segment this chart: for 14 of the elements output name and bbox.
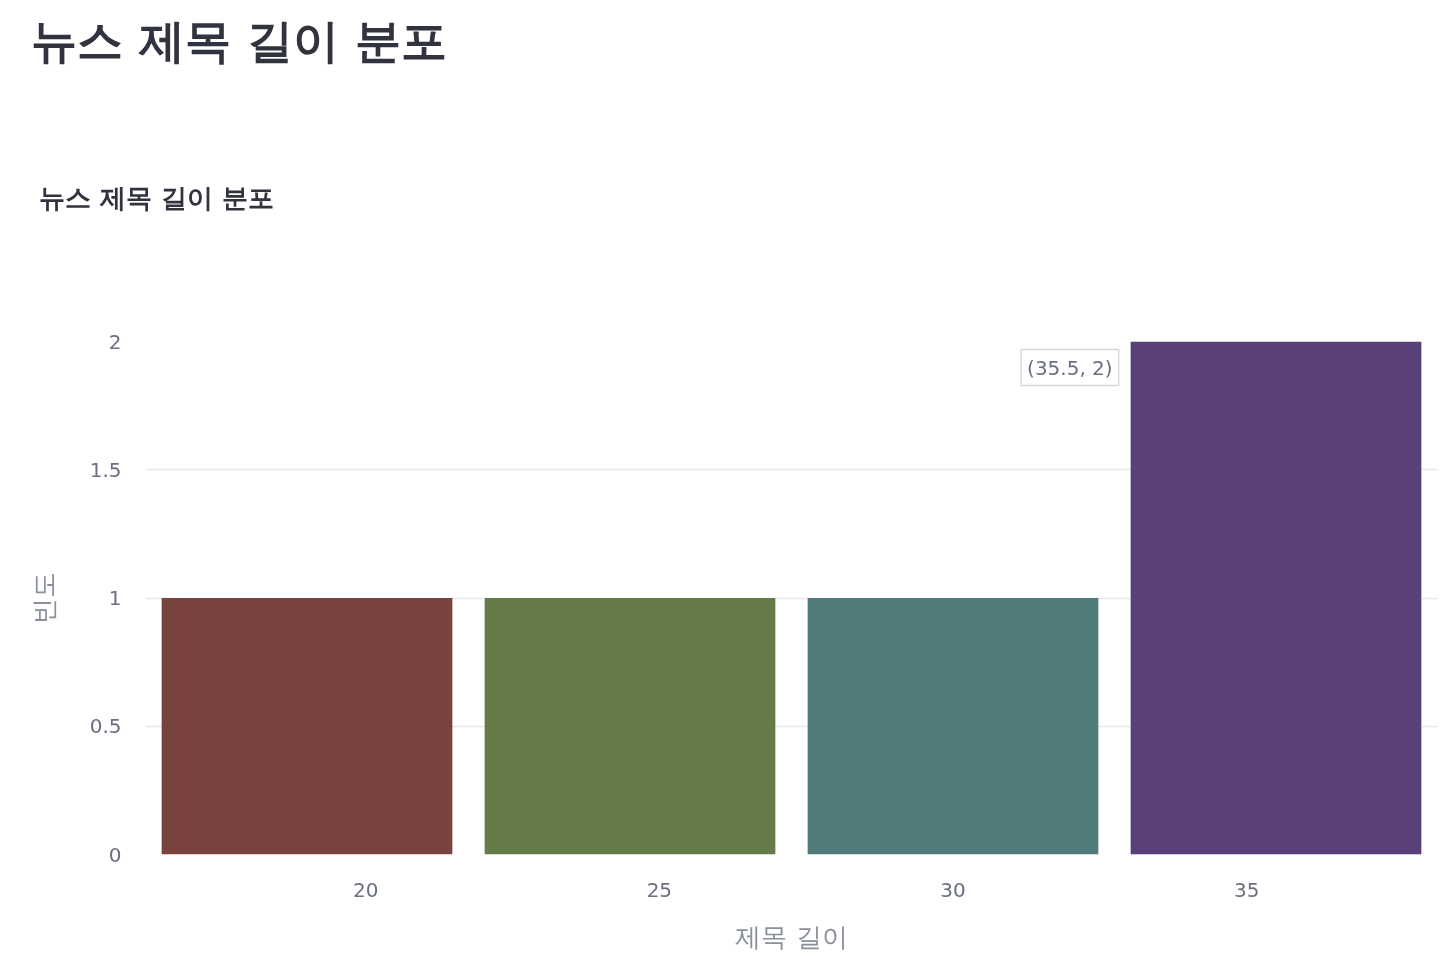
y-axis-title: 빈도: [28, 572, 59, 624]
annotation: (35.5, 2): [1027, 355, 1113, 380]
y-tick-label: 1: [108, 586, 122, 610]
y-tick-label: 1.5: [89, 457, 122, 482]
x-tick-label: 35: [1233, 877, 1260, 902]
y-tick-label: 0: [108, 842, 122, 867]
y-tick-label: 2: [108, 329, 122, 354]
x-axis-title: 제목 길이: [735, 921, 848, 952]
x-tick-label: 25: [646, 877, 673, 902]
x-tick-label: 20: [353, 877, 379, 902]
x-tick-label: 30: [940, 877, 966, 902]
chart-subtitle: 뉴스 제목 길이 분포: [38, 183, 274, 213]
chart-title: 뉴스 제목 길이 분포: [30, 14, 447, 68]
y-tick-label: 0.5: [89, 714, 122, 739]
